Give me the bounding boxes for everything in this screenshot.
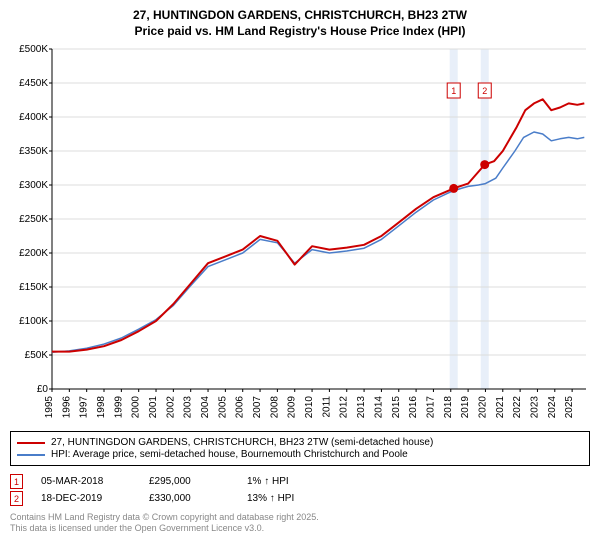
svg-text:1999: 1999: [113, 396, 124, 419]
svg-text:2023: 2023: [529, 396, 540, 419]
svg-text:2022: 2022: [512, 396, 523, 419]
title-address: 27, HUNTINGDON GARDENS, CHRISTCHURCH, BH…: [10, 8, 590, 24]
svg-text:2024: 2024: [547, 396, 558, 419]
title-subtitle: Price paid vs. HM Land Registry's House …: [10, 24, 590, 40]
svg-text:£0: £0: [37, 384, 49, 395]
sale-change: 1% ↑ HPI: [247, 476, 347, 487]
svg-text:£450K: £450K: [19, 78, 48, 89]
svg-text:1995: 1995: [44, 396, 55, 419]
svg-text:£150K: £150K: [19, 282, 48, 293]
svg-text:2000: 2000: [131, 396, 142, 419]
svg-text:£350K: £350K: [19, 146, 48, 157]
svg-text:2003: 2003: [183, 396, 194, 419]
sale-row: 1 05-MAR-2018 £295,000 1% ↑ HPI: [10, 474, 590, 489]
svg-text:1: 1: [451, 86, 456, 96]
svg-text:£300K: £300K: [19, 180, 48, 191]
sale-change: 13% ↑ HPI: [247, 493, 347, 504]
svg-text:2006: 2006: [235, 396, 246, 419]
legend: 27, HUNTINGDON GARDENS, CHRISTCHURCH, BH…: [10, 431, 590, 466]
legend-swatch-hpi: [17, 454, 45, 456]
svg-text:£50K: £50K: [25, 350, 49, 361]
legend-item: HPI: Average price, semi-detached house,…: [17, 449, 583, 460]
chart-title: 27, HUNTINGDON GARDENS, CHRISTCHURCH, BH…: [10, 8, 590, 39]
svg-text:1996: 1996: [61, 396, 72, 419]
footnote-line: This data is licensed under the Open Gov…: [10, 523, 590, 534]
svg-text:1997: 1997: [79, 396, 90, 419]
price-chart: £0 £50K £100K £150K £200K £250K £300K £350K £400…: [10, 43, 590, 425]
svg-text:2018: 2018: [443, 396, 454, 419]
svg-text:2025: 2025: [564, 396, 575, 419]
svg-text:2010: 2010: [304, 396, 315, 419]
sale-date: 05-MAR-2018: [41, 476, 131, 487]
sales-table: 1 05-MAR-2018 £295,000 1% ↑ HPI 2 18-DEC…: [10, 474, 590, 506]
svg-text:2013: 2013: [356, 396, 367, 419]
chart-svg: £0 £50K £100K £150K £200K £250K £300K £350K £400…: [10, 43, 590, 425]
legend-label: HPI: Average price, semi-detached house,…: [51, 449, 408, 460]
sale-row: 2 18-DEC-2019 £330,000 13% ↑ HPI: [10, 491, 590, 506]
svg-text:2019: 2019: [460, 396, 471, 419]
svg-text:2012: 2012: [339, 396, 350, 419]
legend-item: 27, HUNTINGDON GARDENS, CHRISTCHURCH, BH…: [17, 437, 583, 448]
sale-marker-icon: 1: [10, 474, 23, 489]
sale-date: 18-DEC-2019: [41, 493, 131, 504]
svg-text:£400K: £400K: [19, 112, 48, 123]
svg-text:£100K: £100K: [19, 316, 48, 327]
legend-label: 27, HUNTINGDON GARDENS, CHRISTCHURCH, BH…: [51, 437, 433, 448]
svg-text:2004: 2004: [200, 396, 211, 419]
svg-text:2011: 2011: [321, 396, 332, 418]
sale-marker-icon: 2: [10, 491, 23, 506]
svg-text:2: 2: [482, 86, 487, 96]
copyright-footnote: Contains HM Land Registry data © Crown c…: [10, 512, 590, 535]
svg-text:1998: 1998: [96, 396, 107, 419]
svg-text:2007: 2007: [252, 396, 263, 419]
svg-text:2001: 2001: [148, 396, 159, 419]
legend-swatch-property: [17, 442, 45, 444]
svg-text:2014: 2014: [373, 396, 384, 419]
svg-text:2016: 2016: [408, 396, 419, 419]
sale-price: £295,000: [149, 476, 229, 487]
sale-price: £330,000: [149, 493, 229, 504]
svg-text:2020: 2020: [477, 396, 488, 419]
svg-text:2008: 2008: [269, 396, 280, 419]
svg-text:£500K: £500K: [19, 44, 48, 55]
svg-text:2009: 2009: [287, 396, 298, 419]
svg-text:2015: 2015: [391, 396, 402, 419]
svg-text:2005: 2005: [217, 396, 228, 419]
svg-text:£250K: £250K: [19, 214, 48, 225]
svg-text:2021: 2021: [495, 396, 506, 419]
footnote-line: Contains HM Land Registry data © Crown c…: [10, 512, 590, 523]
svg-text:2002: 2002: [165, 396, 176, 419]
svg-text:2017: 2017: [425, 396, 436, 419]
svg-text:£200K: £200K: [19, 248, 48, 259]
